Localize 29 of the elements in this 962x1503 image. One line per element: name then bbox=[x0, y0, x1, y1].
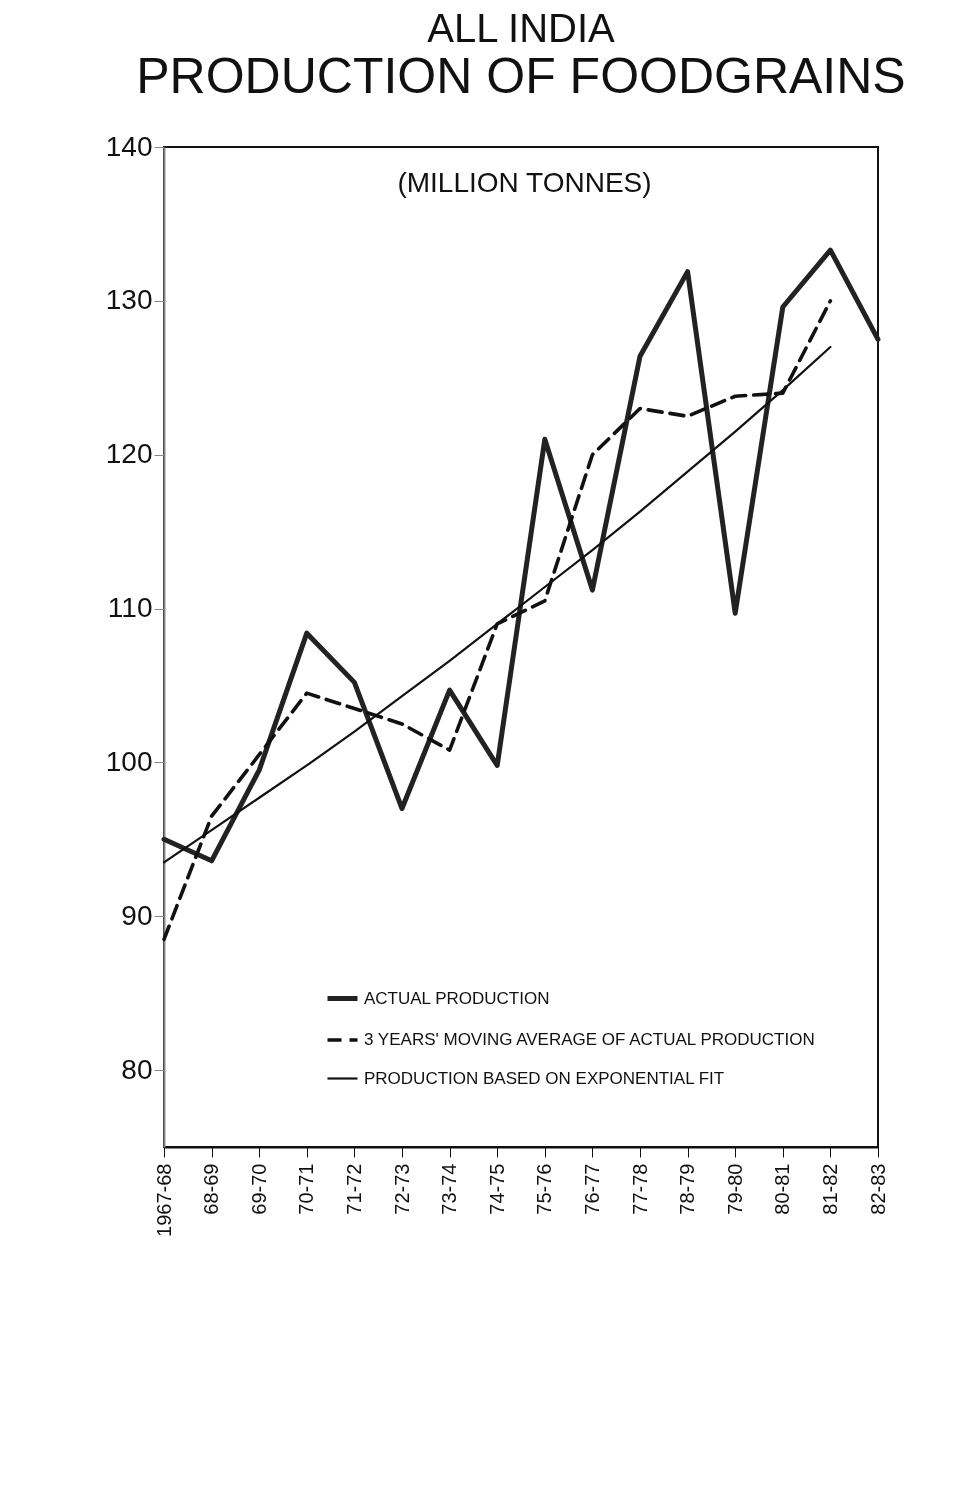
chart-subtitle: PRODUCTION OF FOODGRAINS bbox=[136, 48, 906, 104]
x-tick-label: 73-74 bbox=[438, 1163, 461, 1215]
x-tick-label: 80-81 bbox=[771, 1163, 794, 1215]
y-tick-label: 120 bbox=[105, 438, 153, 470]
y-tick-label: 80 bbox=[121, 1053, 153, 1085]
x-tick-label: 78-79 bbox=[676, 1163, 699, 1215]
x-tick-label: 79-80 bbox=[723, 1163, 746, 1215]
legend-label: 3 YEARS' MOVING AVERAGE OF ACTUAL PRODUCTION bbox=[364, 1030, 815, 1049]
x-tick-label: 72-73 bbox=[390, 1163, 413, 1215]
x-tick-label: 82-83 bbox=[866, 1163, 889, 1215]
y-tick-label: 130 bbox=[105, 284, 153, 316]
x-tick-label: 75-76 bbox=[533, 1163, 556, 1215]
y-tick-label: 140 bbox=[105, 130, 153, 162]
x-tick-label: 71-72 bbox=[342, 1163, 365, 1215]
legend-label: ACTUAL PRODUCTION bbox=[364, 988, 550, 1008]
x-tick-label: 69-70 bbox=[247, 1163, 270, 1215]
y-tick-label: 110 bbox=[107, 592, 153, 624]
x-tick-label: 74-75 bbox=[485, 1163, 508, 1215]
x-tick-label: 77-78 bbox=[628, 1163, 651, 1215]
chart-title: ALL INDIA bbox=[427, 6, 616, 50]
y-tick-label: 100 bbox=[105, 745, 153, 777]
x-tick-label: 81-82 bbox=[818, 1163, 841, 1215]
legend-label: PRODUCTION BASED ON EXPONENTIAL FIT bbox=[364, 1068, 725, 1088]
y-tick-label: 90 bbox=[121, 899, 153, 931]
x-tick-label: 70-71 bbox=[295, 1163, 318, 1215]
x-tick-label: 68-69 bbox=[200, 1163, 223, 1215]
y-axis-title: (MILLION TONNES) bbox=[397, 166, 652, 198]
x-tick-label: 76-77 bbox=[580, 1163, 603, 1215]
x-tick-label: 1967-68 bbox=[152, 1163, 175, 1237]
